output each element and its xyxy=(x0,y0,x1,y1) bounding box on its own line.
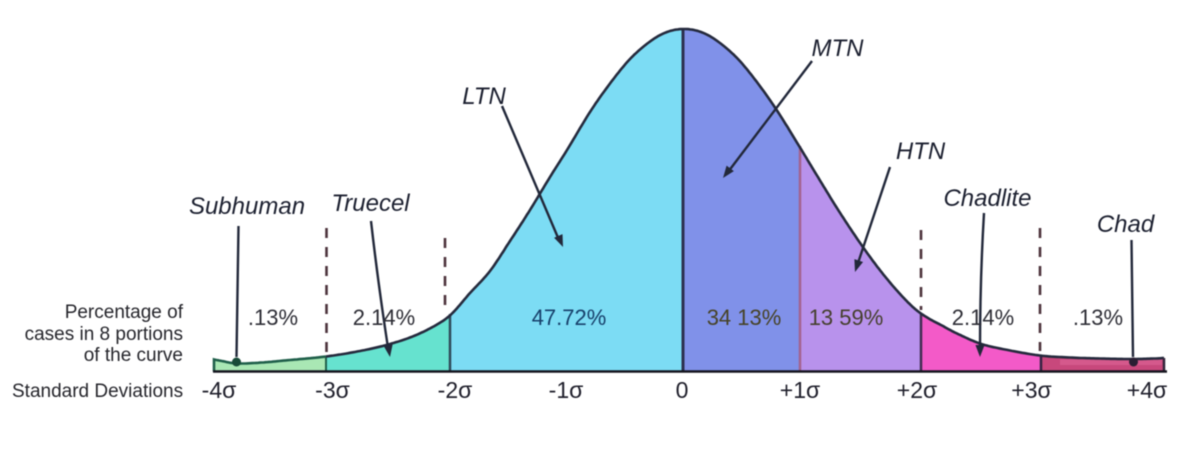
svg-text:of the curve: of the curve xyxy=(84,345,183,366)
svg-text:Percentage of: Percentage of xyxy=(65,302,184,323)
svg-text:Chadlite: Chadlite xyxy=(943,185,1031,212)
svg-text:+3σ: +3σ xyxy=(1011,377,1051,403)
svg-text:-4σ: -4σ xyxy=(202,377,237,403)
svg-text:-1σ: -1σ xyxy=(549,377,584,403)
svg-text:13 59%: 13 59% xyxy=(809,305,884,330)
svg-text:Truecel: Truecel xyxy=(331,190,410,217)
svg-text:-3σ: -3σ xyxy=(315,377,350,403)
svg-text:+1σ: +1σ xyxy=(780,377,820,403)
svg-text:34 13%: 34 13% xyxy=(707,305,782,330)
svg-text:47.72%: 47.72% xyxy=(532,305,607,330)
svg-text:+4σ: +4σ xyxy=(1127,377,1167,403)
svg-text:LTN: LTN xyxy=(462,83,506,110)
svg-text:Chad: Chad xyxy=(1097,211,1155,238)
svg-text:.13%: .13% xyxy=(1073,305,1123,330)
svg-text:cases in 8 portions: cases in 8 portions xyxy=(25,324,183,345)
svg-text:HTN: HTN xyxy=(896,138,946,165)
svg-text:+2σ: +2σ xyxy=(897,377,937,403)
svg-text:.13%: .13% xyxy=(248,305,298,330)
svg-text:Standard Deviations: Standard Deviations xyxy=(12,381,183,402)
svg-text:0: 0 xyxy=(676,377,689,403)
svg-text:-2σ: -2σ xyxy=(438,377,473,403)
svg-text:MTN: MTN xyxy=(812,35,865,62)
svg-text:Subhuman: Subhuman xyxy=(189,193,305,220)
svg-text:2.14%: 2.14% xyxy=(353,305,415,330)
svg-text:2.14%: 2.14% xyxy=(952,305,1014,330)
